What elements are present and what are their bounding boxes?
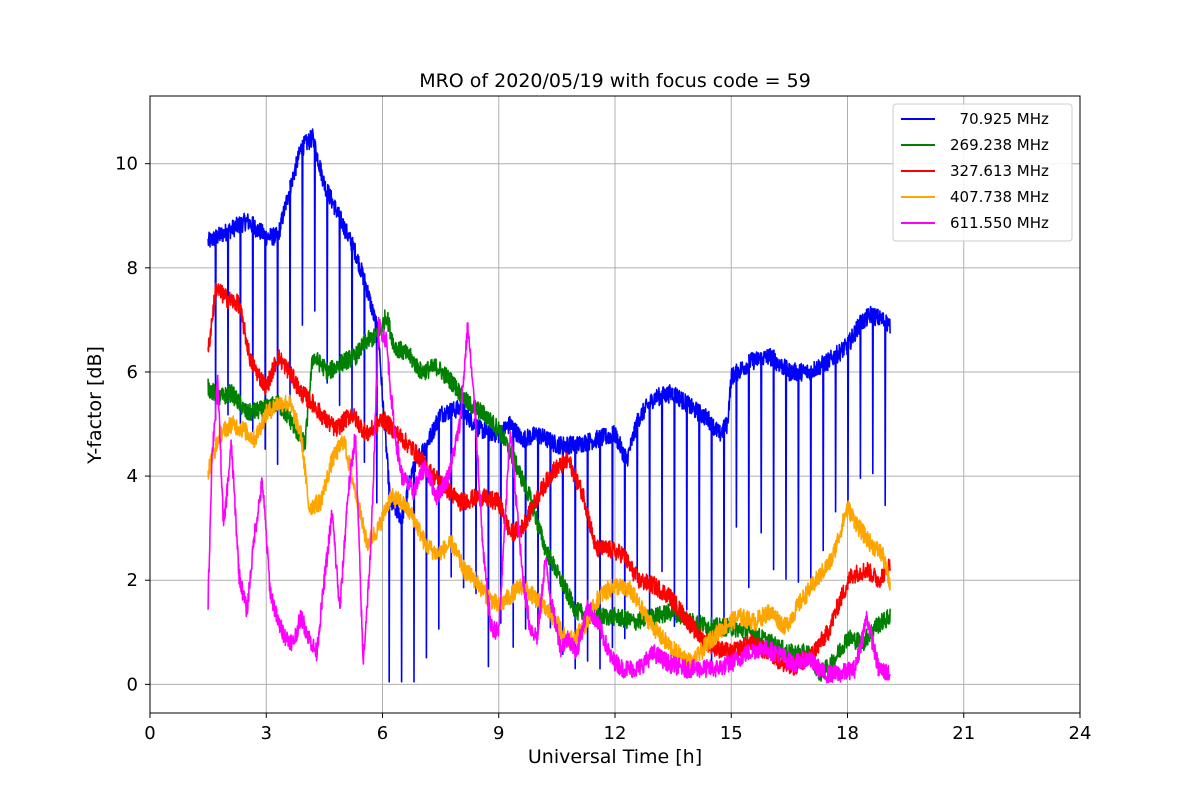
legend-label: 70.925 MHz: [950, 110, 1049, 128]
series-line-0: [207, 128, 891, 683]
series-line-2: [207, 282, 891, 676]
legend-label: 611.550 MHz: [950, 214, 1049, 232]
x-tick-label: 0: [144, 723, 155, 744]
y-tick-label: 0: [127, 674, 138, 695]
x-tick-label: 24: [1069, 723, 1092, 744]
legend-label: 327.613 MHz: [950, 162, 1049, 180]
x-tick-label: 6: [377, 723, 388, 744]
legend-box: [892, 103, 1073, 242]
x-tick-label: 9: [493, 723, 504, 744]
legend: 70.925 MHz 269.238 MHz 327.613 MHz 407.738 …: [892, 103, 1073, 242]
y-tick-label: 4: [127, 466, 138, 487]
legend-label: 269.238 MHz: [950, 136, 1049, 154]
y-axis-title: Y-factor [dB]: [84, 346, 106, 465]
legend-label: 407.738 MHz: [950, 188, 1049, 206]
x-axis-title: Universal Time [h]: [528, 746, 702, 768]
series-line-3: [207, 394, 891, 672]
series-line-4: [207, 316, 891, 684]
x-tick-label: 18: [836, 723, 859, 744]
x-tick-label: 3: [261, 723, 272, 744]
y-tick-label: 2: [127, 570, 138, 591]
y-tick-label: 10: [115, 154, 138, 175]
y-tick-label: 8: [127, 258, 138, 279]
series-layer: [207, 128, 891, 684]
chart-title: MRO of 2020/05/19 with focus code = 59: [419, 70, 811, 92]
x-tick-label: 21: [952, 723, 975, 744]
x-tick-label: 15: [720, 723, 743, 744]
x-tick-label: 12: [604, 723, 627, 744]
y-tick-label: 6: [127, 362, 138, 383]
